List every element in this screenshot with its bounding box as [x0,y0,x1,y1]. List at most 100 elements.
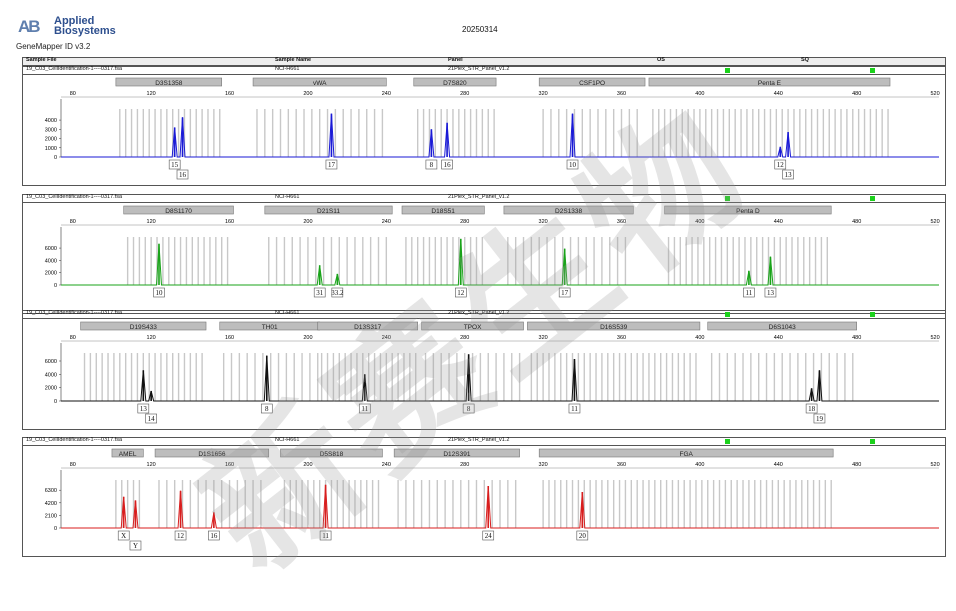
allele-call-box[interactable] [325,159,338,170]
marker-bar[interactable] [123,205,234,215]
marker-bar[interactable] [280,448,383,458]
allele-call-box[interactable] [558,287,571,298]
marker-bar[interactable] [264,205,393,215]
marker-bar[interactable] [393,448,520,458]
y-tick-label: 6000 [45,246,57,252]
x-tick-label: 120 [147,462,156,468]
marker-bar[interactable] [317,321,418,331]
x-tick-label: 440 [774,219,783,225]
panel-info-row: 19_C03_CellIdentification-1----0317.fsa N… [23,310,945,319]
allele-call-box[interactable] [208,530,220,541]
allele-call-box[interactable] [168,159,181,170]
col-os: OS [657,57,665,63]
allele-call-label: 11 [571,405,578,413]
allele-call-label: 15 [171,161,179,169]
marker-label: D13S317 [354,324,381,331]
allele-call-box[interactable] [805,403,818,414]
x-tick-label: 120 [147,335,156,341]
x-tick-label: 240 [382,335,391,341]
panel-name: 21Plex_STR_Panel_v1.2 [448,66,510,72]
marker-bar[interactable] [413,77,497,87]
brand-name: Applied Biosystems [54,16,116,37]
x-tick-label: 280 [460,91,469,97]
panel-4: 19_C03_CellIdentification-1----0317.fsa N… [22,437,946,557]
marker-bar[interactable] [503,205,634,215]
marker-bar[interactable] [648,77,891,87]
marker-bar[interactable] [527,321,701,331]
x-tick-label: 320 [539,91,548,97]
marker-bar[interactable] [401,205,485,215]
sample-name: NCI-H661 [275,194,300,200]
allele-call-box[interactable] [129,540,142,551]
allele-call-box[interactable] [566,159,579,170]
allele-call-box[interactable] [176,169,189,180]
x-tick-label: 360 [617,91,626,97]
allele-call-label: 11 [322,532,329,540]
marker-bar[interactable] [111,448,144,458]
x-tick-label: 320 [539,462,548,468]
marker-label: D8S1170 [165,208,192,215]
x-tick-label: 80 [70,219,76,225]
allele-call-box[interactable] [145,413,157,424]
electropherogram-plot: D3S1358 vWA D7S820 CSF1PO Penta E80 120 160 200… [45,77,940,180]
allele-call-box[interactable] [319,530,332,541]
panel-1: 19_C03_CellIdentification-1----0317.fsa N… [22,66,946,186]
marker-bar[interactable] [252,77,387,87]
allele-call-box[interactable] [462,403,475,414]
allele-call-box[interactable] [137,403,150,414]
marker-bar[interactable] [538,77,646,87]
sample-file: 19_C03_CellIdentification-1----0317.fsa [26,437,122,443]
marker-label: D2S1338 [555,208,582,215]
marker-label: D5S818 [320,451,344,458]
allele-call-box[interactable] [117,530,130,541]
allele-call-box[interactable] [764,287,777,298]
allele-call-box[interactable] [425,159,438,170]
marker-bar[interactable] [80,321,207,331]
allele-call-box[interactable] [482,530,495,541]
allele-call-box[interactable] [358,403,371,414]
x-tick-label: 480 [852,335,861,341]
marker-label: vWA [313,80,327,87]
y-tick-label: 0 [54,526,57,532]
allele-call-box[interactable] [774,159,787,170]
allele-call-box[interactable] [260,403,273,414]
allele-call-box[interactable] [813,413,826,424]
software-version: GeneMapper ID v3.2 [16,42,91,51]
col-sample-name: Sample Name [275,57,312,63]
marker-bar[interactable] [538,448,834,458]
allele-call-box[interactable] [576,530,589,541]
os-quality-flag [725,196,730,201]
allele-call-label: 8 [467,405,471,413]
marker-label: D1S1656 [198,451,225,458]
allele-call-label: 12 [777,161,785,169]
x-tick-label: 360 [617,462,626,468]
column-header: Sample File Sample Name Panel OS SQ [22,57,946,66]
marker-label: CSF1PO [579,80,605,87]
y-tick-label: 2000 [45,386,57,392]
marker-bar[interactable] [421,321,524,331]
sample-name: NCI-H661 [275,437,300,443]
marker-bar[interactable] [154,448,270,458]
allele-call-box[interactable] [782,169,794,180]
panel-info-row: 19_C03_CellIdentification-1----0317.fsa N… [23,437,945,446]
allele-call-label: X [121,532,126,540]
allele-call-box[interactable] [174,530,187,541]
marker-label: D7S820 [443,80,467,87]
x-tick-label: 240 [382,91,391,97]
allele-call-box[interactable] [153,287,165,298]
marker-bar[interactable] [115,77,223,87]
marker-bar[interactable] [707,321,857,331]
marker-label: D21S11 [317,208,340,215]
allele-call-box[interactable] [568,403,581,414]
marker-label: D19S433 [130,324,157,331]
allele-call-box[interactable] [313,287,326,298]
allele-call-box[interactable] [441,159,453,170]
x-tick-label: 320 [539,335,548,341]
marker-bar[interactable] [664,205,832,215]
allele-call-box[interactable] [743,287,755,298]
allele-call-box[interactable] [455,287,467,298]
allele-call-box[interactable] [331,287,344,298]
x-tick-label: 80 [70,91,76,97]
panel-2: 19_C03_CellIdentification-1----0317.fsa N… [22,194,946,314]
